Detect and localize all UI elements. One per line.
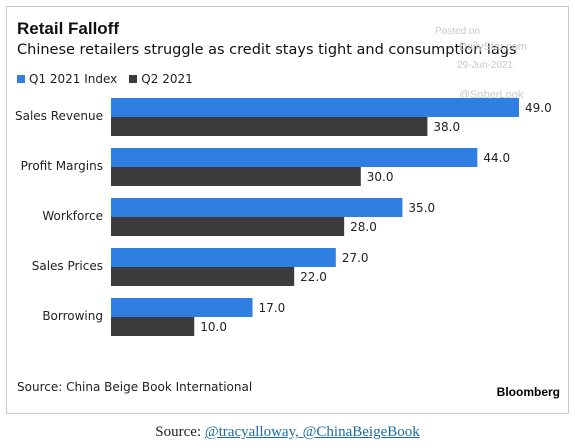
- chart-subtitle: Chinese retailers struggle as credit sta…: [17, 42, 517, 58]
- category-label: Profit Margins: [21, 159, 103, 173]
- chart-legend: Q1 2021 Index Q2 2021: [17, 72, 205, 86]
- legend-label-q1: Q1 2021 Index: [29, 72, 118, 86]
- data-label: 35.0: [408, 201, 435, 215]
- image-caption: Source: @tracyalloway, @ChinaBeigeBook: [0, 424, 575, 441]
- bar-chart: Sales Revenue 49.0 38.0 Profit Margins 44.0 3…: [15, 98, 552, 336]
- caption-source-link[interactable]: @tracyalloway, @ChinaBeigeBook: [204, 424, 420, 440]
- watermark-posted: Posted on: [435, 26, 481, 37]
- bar-q2: [111, 317, 195, 336]
- bar-q1: [111, 98, 519, 117]
- chart-frame: Retail Falloff Chinese retailers struggl…: [6, 6, 569, 414]
- legend-item-q1: Q1 2021 Index: [17, 72, 117, 86]
- data-label: 44.0: [483, 151, 510, 165]
- caption-prefix: Source:: [155, 424, 205, 440]
- legend-item-q2: Q2 2021: [129, 72, 193, 86]
- legend-swatch-q2: [129, 75, 138, 83]
- bar-q1: [111, 148, 478, 167]
- bar-q2: [111, 167, 361, 186]
- watermark-site: DailyStar.com: [459, 41, 527, 53]
- category-label: Workforce: [42, 209, 103, 223]
- bar-q2: [111, 267, 295, 286]
- data-label: 27.0: [342, 251, 369, 265]
- bar-q2: [111, 117, 428, 136]
- bar-q2: [111, 217, 345, 236]
- data-label: 49.0: [525, 101, 552, 115]
- data-label: 17.0: [259, 301, 286, 315]
- data-label: 22.0: [300, 270, 327, 284]
- chart-title: Retail Falloff: [17, 19, 120, 38]
- bloomberg-logo: Bloomberg: [496, 385, 560, 399]
- category-label: Sales Prices: [32, 259, 103, 273]
- bar-q1: [111, 198, 403, 217]
- data-label: 38.0: [433, 120, 460, 134]
- category-label: Borrowing: [42, 309, 103, 323]
- bar-q1: [111, 298, 253, 317]
- legend-swatch-q1: [17, 75, 25, 83]
- legend-label-q2: Q2 2021: [141, 72, 193, 86]
- data-label: 10.0: [200, 320, 227, 334]
- source-note: Source: China Beige Book International: [17, 380, 253, 394]
- watermark-date: 29-Jun-2021: [457, 60, 514, 71]
- data-label: 30.0: [367, 170, 394, 184]
- bar-q1: [111, 248, 336, 267]
- category-label: Sales Revenue: [15, 109, 103, 123]
- data-label: 28.0: [350, 220, 377, 234]
